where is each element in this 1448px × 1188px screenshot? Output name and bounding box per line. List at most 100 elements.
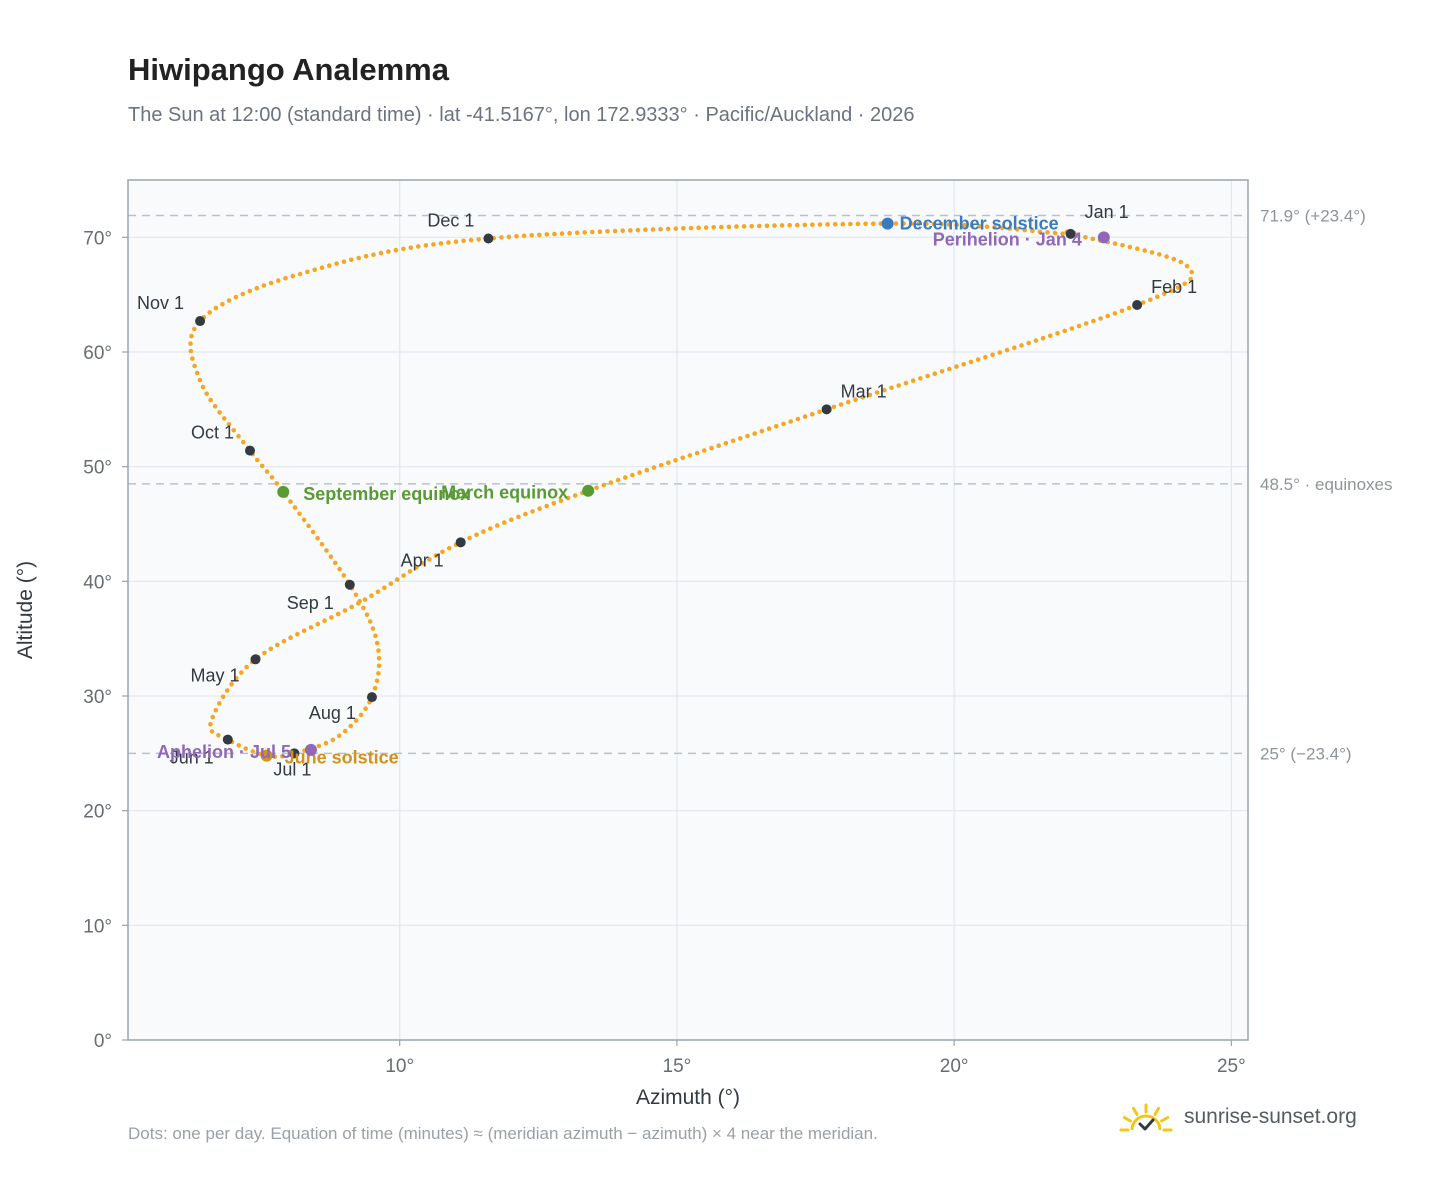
day-dot xyxy=(817,222,823,227)
day-dot xyxy=(401,246,406,252)
sun-ray xyxy=(1160,1116,1170,1123)
day-dot xyxy=(860,395,865,400)
y-tick-label: 10° xyxy=(83,916,112,937)
day-dot xyxy=(711,225,716,230)
day-dot xyxy=(680,455,685,461)
day-dot xyxy=(269,475,275,480)
day-dot xyxy=(855,221,861,227)
day-dot xyxy=(216,733,221,738)
day-dot xyxy=(774,424,779,429)
day-dot xyxy=(529,233,534,238)
day-dot xyxy=(370,626,376,631)
day-dot xyxy=(1182,281,1187,287)
day-dot xyxy=(1075,233,1081,238)
day-dot xyxy=(374,678,380,684)
y-tick-label: 40° xyxy=(83,572,112,593)
day-dot xyxy=(838,402,844,407)
event-label: Perihelion · Jan 4 xyxy=(933,229,1082,249)
day-dot xyxy=(394,577,400,582)
day-dot xyxy=(1007,226,1012,231)
day-dot xyxy=(297,271,303,277)
day-dot xyxy=(373,633,378,639)
day-dot xyxy=(1004,347,1010,353)
day-dot xyxy=(348,723,354,729)
day-dot xyxy=(810,222,815,227)
day-dot xyxy=(301,517,307,523)
day-dot xyxy=(268,280,274,286)
day-dot xyxy=(530,509,535,514)
footnote: Dots: one per day. Equation of time (min… xyxy=(128,1124,878,1143)
day-dot xyxy=(280,753,285,759)
day-dot xyxy=(367,619,373,624)
day-dot xyxy=(1164,254,1169,259)
day-dot xyxy=(1055,331,1060,336)
day-dot xyxy=(947,366,952,372)
day-dot xyxy=(467,535,472,541)
day-dot xyxy=(240,291,246,297)
day-dot xyxy=(295,631,300,637)
day-dot xyxy=(361,605,366,611)
day-dot xyxy=(730,438,736,444)
day-dot xyxy=(275,642,280,648)
day-dot xyxy=(305,269,310,275)
day-dot xyxy=(1112,241,1118,246)
day-dot xyxy=(341,259,347,265)
day-dot xyxy=(189,333,194,339)
day-dot xyxy=(590,229,595,235)
day-dot xyxy=(272,754,278,759)
day-dot xyxy=(1098,316,1103,321)
day-dot xyxy=(316,743,322,749)
event-marker xyxy=(881,217,894,230)
month-markers: Jan 1 Feb 1 Mar 1 Apr 1 May 1 Jun 1 Jul 1 Aug 1… xyxy=(137,202,1197,779)
day-dot xyxy=(217,410,222,415)
y-axis-title: Altitude (°) xyxy=(14,561,37,659)
day-dot xyxy=(262,650,267,656)
day-dot xyxy=(363,706,368,711)
month-label: Jul 1 xyxy=(273,759,311,779)
day-dot xyxy=(954,222,959,228)
day-dot xyxy=(932,371,938,377)
day-dot xyxy=(999,225,1005,231)
day-dot xyxy=(615,477,621,483)
day-dot xyxy=(362,597,368,602)
day-dot xyxy=(759,428,765,434)
day-dot xyxy=(643,227,648,232)
day-dot xyxy=(283,276,288,281)
day-dot xyxy=(375,589,381,595)
day-dot xyxy=(896,383,901,388)
x-tick-label: 25° xyxy=(1217,1056,1246,1077)
day-dot xyxy=(696,225,701,231)
day-dot xyxy=(651,465,657,470)
day-dot xyxy=(514,234,519,239)
day-dot xyxy=(916,221,921,226)
day-dot xyxy=(324,548,329,553)
day-dot xyxy=(738,436,743,441)
day-dot xyxy=(628,228,633,233)
x-tick-label: 20° xyxy=(940,1056,969,1077)
day-dot xyxy=(376,648,381,653)
day-dot xyxy=(893,221,899,226)
brand[interactable]: sunrise-sunset.org xyxy=(1118,1100,1357,1134)
day-dot xyxy=(1048,333,1053,339)
day-dot xyxy=(217,701,222,706)
day-dot xyxy=(358,712,364,718)
day-dot xyxy=(1030,228,1035,234)
day-dot xyxy=(1090,236,1096,242)
day-dot xyxy=(719,224,724,230)
month-label: May 1 xyxy=(190,665,239,685)
month-label: Mar 1 xyxy=(841,381,887,401)
day-dot xyxy=(918,376,923,381)
brand-name: sunrise-sunset.org xyxy=(1184,1105,1357,1128)
day-dot xyxy=(420,561,426,566)
day-dot xyxy=(488,526,493,531)
day-dot xyxy=(716,443,721,449)
day-dot xyxy=(795,416,801,422)
y-tick-label: 60° xyxy=(83,343,112,364)
y-tick-label: 20° xyxy=(83,802,112,823)
day-dot xyxy=(924,221,929,227)
day-dot xyxy=(1135,246,1140,251)
day-dot xyxy=(221,416,227,421)
day-dot xyxy=(254,285,260,291)
day-dot xyxy=(802,222,808,228)
